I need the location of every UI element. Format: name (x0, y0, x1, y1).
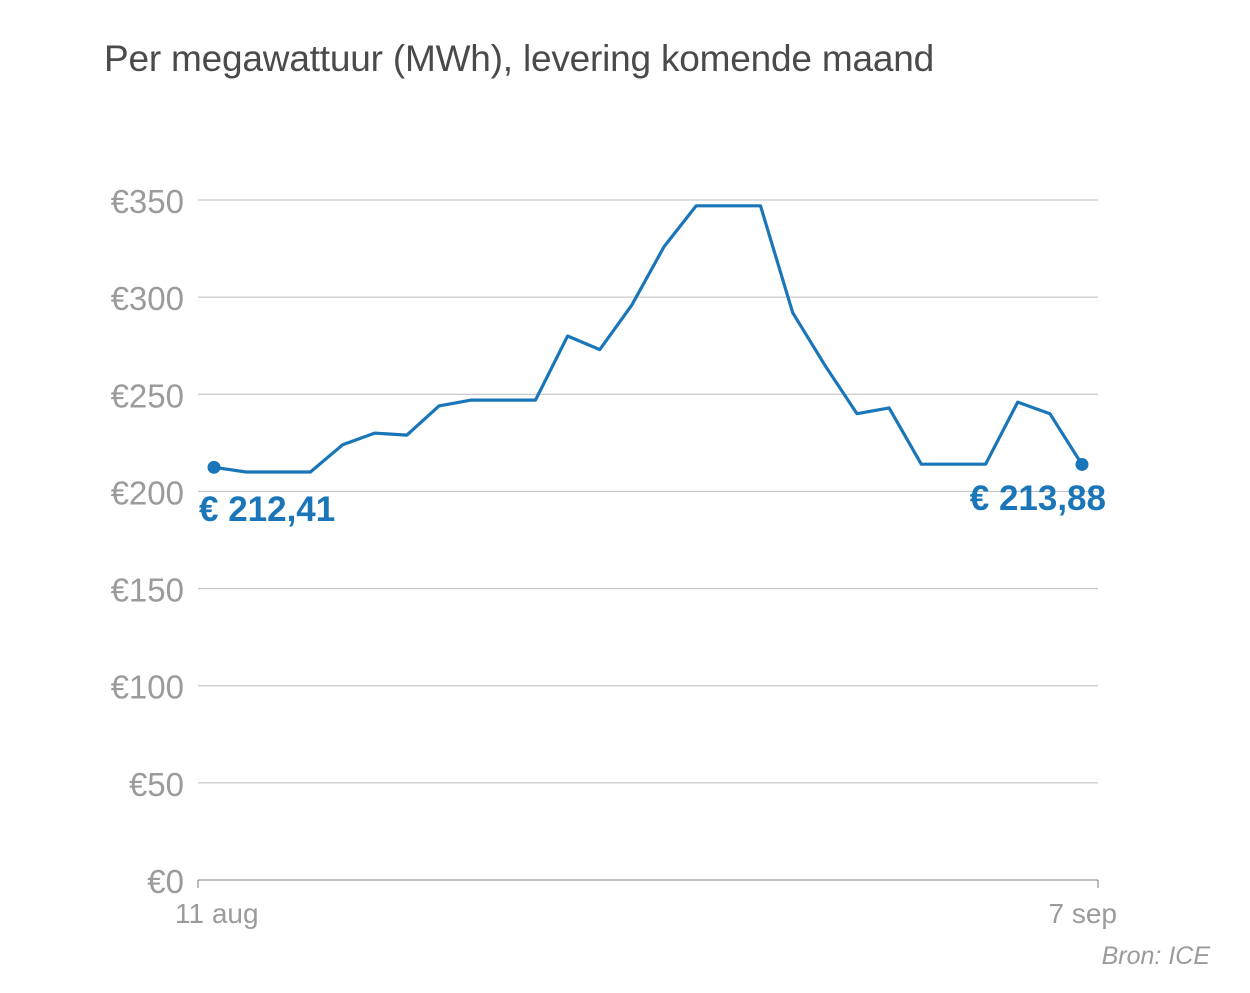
series-line (212, 204, 1084, 474)
y-tick-label: €350 (111, 183, 184, 220)
end-value-label: € 213,88 (970, 479, 1106, 518)
y-tick-label: €50 (129, 766, 184, 803)
y-tick-label: €200 (111, 474, 184, 511)
end-point-marker (1075, 457, 1089, 471)
x-tick-label: 7 sep (1049, 898, 1118, 929)
source-note: Bron: ICE (1101, 942, 1210, 970)
y-tick-label: €250 (111, 377, 184, 414)
y-tick-label: €0 (147, 863, 184, 900)
y-tick-label: €100 (111, 669, 184, 706)
y-tick-label: €300 (111, 280, 184, 317)
chart-title: Per megawattuur (MWh), levering komende … (104, 38, 935, 79)
x-tick-label: 11 aug (175, 898, 259, 929)
start-value-label: € 212,41 (199, 490, 335, 529)
start-point-marker (207, 460, 221, 474)
y-tick-label: €150 (111, 572, 184, 609)
